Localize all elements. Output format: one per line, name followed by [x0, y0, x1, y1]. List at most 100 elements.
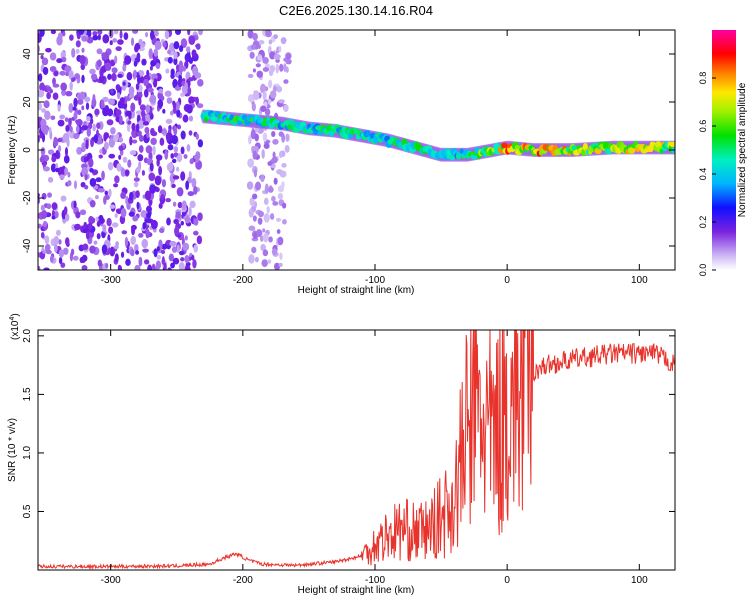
noise-blob	[128, 94, 134, 99]
noise-blob	[138, 134, 144, 142]
noise-blob	[150, 127, 155, 136]
noise-blob	[285, 133, 290, 142]
noise-blob	[153, 48, 159, 57]
noise-blob	[126, 72, 133, 81]
noise-blob	[109, 40, 113, 46]
spectrogram-y-tick-label: -20	[22, 190, 33, 205]
noise-blob	[64, 213, 70, 222]
noise-blob	[143, 88, 149, 98]
noise-blob	[248, 134, 252, 145]
noise-blob	[261, 259, 268, 267]
noise-blob	[178, 74, 182, 81]
noise-blob	[65, 72, 69, 77]
colorbar-label: Normalized spectral amplitude	[737, 82, 748, 217]
noise-blob	[116, 162, 122, 172]
noise-blob	[97, 30, 103, 35]
noise-blob	[269, 90, 277, 99]
noise-blob	[251, 246, 257, 254]
noise-blob	[105, 262, 109, 269]
noise-blob	[262, 90, 267, 101]
noise-blob	[44, 243, 51, 252]
noise-blob	[250, 44, 257, 50]
noise-blob	[189, 158, 194, 165]
noise-blob	[44, 110, 51, 121]
noise-blob	[143, 78, 149, 86]
noise-blob	[89, 68, 96, 75]
noise-blob	[131, 225, 136, 236]
noise-blob	[138, 96, 142, 106]
noise-blob	[187, 86, 192, 96]
noise-blob	[162, 108, 166, 114]
snr-x-tick-label: -300	[101, 575, 121, 586]
noise-blob	[246, 181, 254, 190]
noise-blob	[122, 64, 127, 72]
noise-blob	[43, 267, 50, 270]
noise-blob	[81, 124, 88, 131]
noise-blob	[271, 195, 276, 202]
noise-blob	[161, 256, 165, 265]
noise-blob	[46, 203, 52, 210]
spectrogram-y-label: Frequency (Hz)	[7, 116, 18, 185]
noise-blob	[118, 265, 123, 270]
noise-blob	[169, 110, 174, 116]
noise-blob	[117, 73, 123, 78]
noise-blob	[82, 243, 89, 251]
noise-blob	[195, 133, 200, 140]
colorbar-tick-label: 0.0	[698, 264, 708, 277]
spectrogram-y-tick-label: -40	[22, 238, 33, 253]
noise-blob	[188, 96, 195, 105]
noise-blob	[96, 122, 101, 129]
noise-blob	[103, 195, 107, 205]
noise-blob	[164, 30, 170, 40]
noise-blob	[259, 235, 264, 242]
noise-blob	[46, 91, 51, 100]
noise-blob	[185, 46, 191, 53]
noise-blob	[135, 250, 140, 255]
noise-blob	[196, 235, 203, 245]
noise-blob	[177, 124, 182, 130]
noise-blob	[176, 187, 184, 197]
noise-blob	[62, 247, 69, 255]
noise-blob	[134, 57, 141, 63]
noise-blob	[148, 172, 156, 182]
noise-blob	[64, 117, 69, 122]
noise-blob	[176, 244, 180, 254]
noise-blob	[111, 67, 118, 74]
noise-blob	[50, 115, 56, 121]
noise-blob	[195, 43, 201, 50]
noise-blob	[165, 132, 171, 142]
noise-blob	[103, 141, 109, 151]
spectrogram-x-tick-label: 0	[504, 275, 510, 286]
noise-blob	[260, 243, 266, 252]
noise-blob	[281, 181, 285, 189]
noise-blob	[191, 254, 195, 261]
noise-blob	[51, 155, 57, 163]
noise-blob	[164, 149, 169, 160]
noise-blob	[256, 55, 263, 61]
noise-blob	[131, 128, 138, 139]
noise-blob	[49, 255, 54, 263]
noise-blob	[182, 242, 190, 251]
noise-blob	[197, 139, 204, 148]
noise-blob	[130, 102, 136, 112]
noise-blob	[53, 236, 59, 245]
noise-blob	[105, 62, 112, 71]
noise-blob	[278, 45, 282, 53]
noise-blob	[166, 162, 174, 172]
noise-blob	[138, 256, 143, 267]
noise-blob	[187, 77, 194, 82]
noise-blob	[184, 235, 188, 241]
noise-blob	[40, 231, 45, 239]
noise-blob	[118, 145, 124, 151]
noise-blob	[156, 246, 160, 252]
noise-blob	[113, 244, 119, 250]
noise-blob	[62, 132, 70, 143]
noise-blob	[262, 67, 270, 72]
noise-blob	[136, 201, 140, 210]
noise-blob	[142, 121, 150, 126]
noise-blob	[75, 48, 80, 54]
noise-blob	[247, 30, 254, 39]
noise-blob	[172, 101, 177, 110]
noise-blob	[256, 229, 262, 237]
noise-blob	[178, 45, 184, 53]
